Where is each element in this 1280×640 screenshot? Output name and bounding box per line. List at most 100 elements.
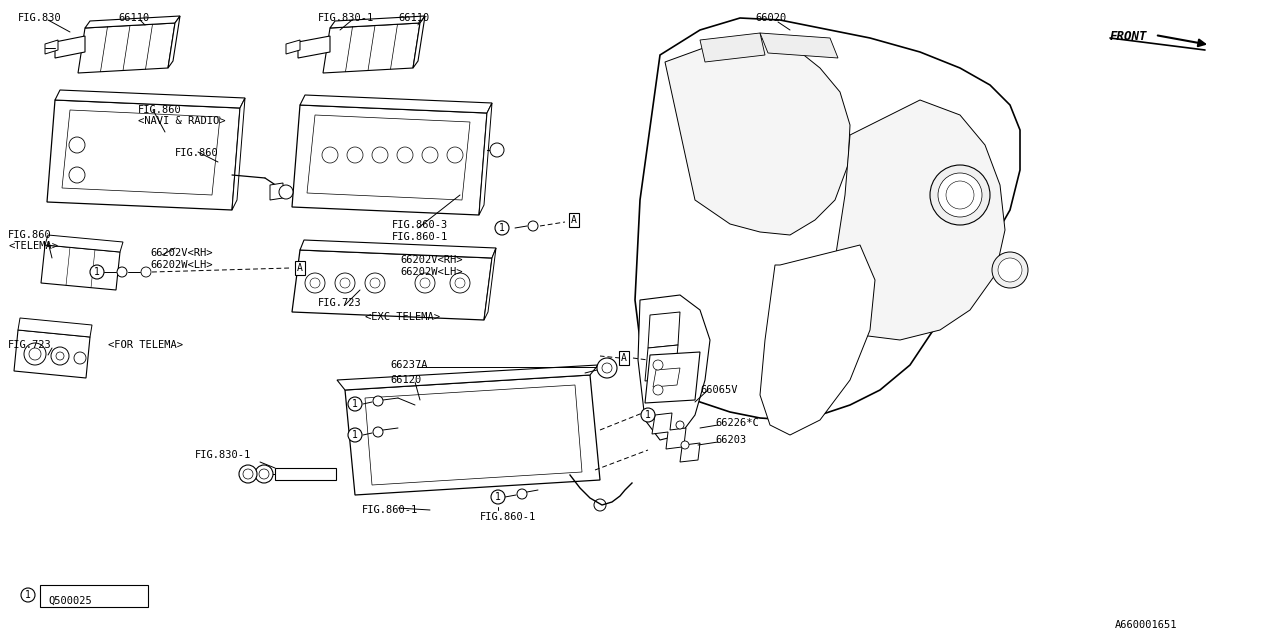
Text: FIG.860-3: FIG.860-3 (392, 220, 448, 230)
Text: <NAVI & RADIO>: <NAVI & RADIO> (138, 116, 225, 126)
Text: FIG.830: FIG.830 (18, 13, 61, 23)
Text: A: A (297, 263, 303, 273)
Polygon shape (484, 248, 497, 320)
Text: <FOR TELEMA>: <FOR TELEMA> (108, 340, 183, 350)
Text: 1: 1 (352, 399, 358, 409)
Polygon shape (40, 585, 148, 607)
Polygon shape (307, 115, 470, 200)
Text: A: A (571, 215, 577, 225)
Circle shape (397, 147, 413, 163)
Circle shape (90, 265, 104, 279)
Text: 1: 1 (645, 410, 652, 420)
Circle shape (596, 358, 617, 378)
Circle shape (335, 273, 355, 293)
Polygon shape (55, 90, 244, 108)
Polygon shape (413, 16, 425, 68)
Polygon shape (760, 245, 876, 435)
Polygon shape (18, 318, 92, 337)
Polygon shape (760, 33, 838, 58)
Circle shape (348, 397, 362, 411)
Circle shape (20, 588, 35, 602)
Circle shape (946, 181, 974, 209)
Polygon shape (300, 240, 497, 258)
Polygon shape (835, 100, 1005, 340)
Polygon shape (635, 18, 1020, 420)
Text: FIG.830-1: FIG.830-1 (195, 450, 251, 460)
Text: 66065V: 66065V (700, 385, 737, 395)
Circle shape (259, 469, 269, 479)
Polygon shape (337, 365, 598, 390)
Text: 66202V<RH>: 66202V<RH> (150, 248, 212, 258)
Circle shape (992, 252, 1028, 288)
Text: 1: 1 (499, 223, 504, 233)
Text: <EXC TELEMA>: <EXC TELEMA> (365, 312, 440, 322)
Circle shape (141, 267, 151, 277)
Circle shape (29, 348, 41, 360)
Circle shape (594, 499, 605, 511)
Circle shape (305, 273, 325, 293)
Text: FIG.860: FIG.860 (175, 148, 219, 158)
Text: FRONT: FRONT (1110, 30, 1147, 43)
Circle shape (415, 273, 435, 293)
Polygon shape (14, 330, 90, 378)
Polygon shape (637, 295, 710, 440)
Circle shape (653, 360, 663, 370)
Text: FIG.860-1: FIG.860-1 (480, 512, 536, 522)
Polygon shape (298, 36, 330, 58)
Polygon shape (292, 105, 486, 215)
Circle shape (279, 185, 293, 199)
Text: FIG.723: FIG.723 (8, 340, 51, 350)
Circle shape (51, 347, 69, 365)
Polygon shape (55, 36, 84, 58)
Circle shape (931, 165, 989, 225)
Text: 66110: 66110 (118, 13, 150, 23)
Polygon shape (84, 16, 180, 28)
Circle shape (239, 465, 257, 483)
Circle shape (641, 408, 655, 422)
Text: 66202W<LH>: 66202W<LH> (150, 260, 212, 270)
Circle shape (310, 278, 320, 288)
Circle shape (422, 147, 438, 163)
Circle shape (495, 221, 509, 235)
Polygon shape (285, 40, 300, 54)
Polygon shape (645, 352, 700, 403)
Text: FIG.860-1: FIG.860-1 (392, 232, 448, 242)
Text: FIG.860-1: FIG.860-1 (362, 505, 419, 515)
Text: <TELEMA>: <TELEMA> (8, 241, 58, 251)
Text: 66110: 66110 (398, 13, 429, 23)
Circle shape (602, 363, 612, 373)
Circle shape (24, 343, 46, 365)
Text: 1: 1 (352, 430, 358, 440)
Polygon shape (275, 468, 337, 480)
Text: 1: 1 (26, 590, 31, 600)
Circle shape (420, 278, 430, 288)
Text: 66202W<LH>: 66202W<LH> (401, 267, 462, 277)
Text: 1: 1 (495, 492, 500, 502)
Text: 66226*C: 66226*C (716, 418, 759, 428)
Text: 66237A: 66237A (390, 360, 428, 370)
Circle shape (490, 143, 504, 157)
Circle shape (676, 421, 684, 429)
Circle shape (492, 490, 506, 504)
Polygon shape (700, 33, 765, 62)
Text: FIG.860: FIG.860 (138, 105, 182, 115)
Polygon shape (41, 245, 120, 290)
Circle shape (372, 147, 388, 163)
Circle shape (653, 385, 663, 395)
Circle shape (447, 147, 463, 163)
Circle shape (243, 469, 253, 479)
Polygon shape (652, 413, 700, 462)
Circle shape (69, 137, 84, 153)
Polygon shape (365, 385, 582, 485)
Polygon shape (346, 375, 600, 495)
Polygon shape (653, 368, 680, 387)
Circle shape (372, 427, 383, 437)
Polygon shape (666, 38, 850, 235)
Polygon shape (270, 183, 283, 200)
Polygon shape (330, 16, 425, 28)
Text: Q500025: Q500025 (49, 596, 92, 606)
Polygon shape (168, 16, 180, 68)
Circle shape (340, 278, 349, 288)
Polygon shape (45, 235, 123, 252)
Polygon shape (648, 312, 680, 348)
